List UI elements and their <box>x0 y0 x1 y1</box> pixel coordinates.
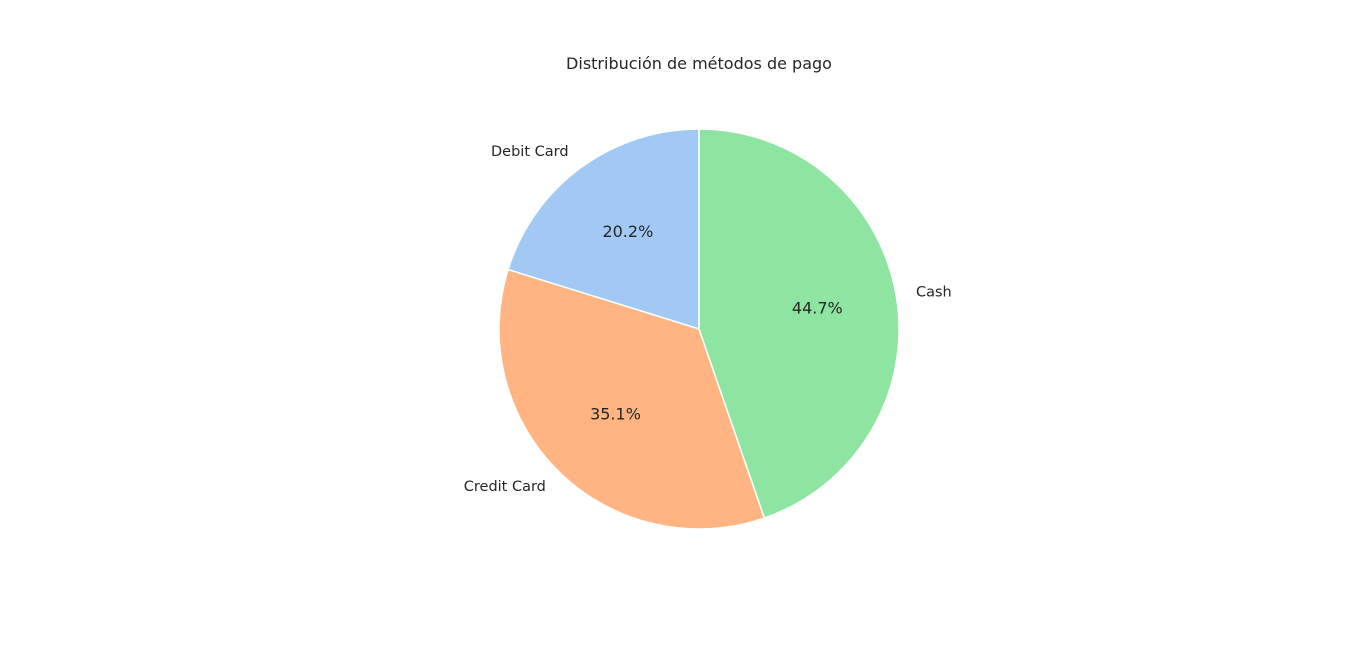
slice-percent-debit-card: 20.2% <box>602 222 653 241</box>
pie-labels: Debit Card 20.2% Credit Card 35.1% Cash 44.7% <box>464 144 952 495</box>
slice-label-cash: Cash <box>916 285 952 301</box>
slice-label-debit-card: Debit Card <box>491 144 569 160</box>
pie-slice-credit-card <box>498 268 766 530</box>
pie-slice-debit-card <box>507 128 700 330</box>
slice-label-credit-card: Credit Card <box>464 479 546 495</box>
chart-title: Distribución de métodos de pago <box>566 54 832 73</box>
slice-percent-credit-card: 35.1% <box>590 405 641 424</box>
pie-slice-cash <box>698 128 900 519</box>
slice-percent-cash: 44.7% <box>792 299 843 318</box>
pie-slices <box>498 128 900 530</box>
